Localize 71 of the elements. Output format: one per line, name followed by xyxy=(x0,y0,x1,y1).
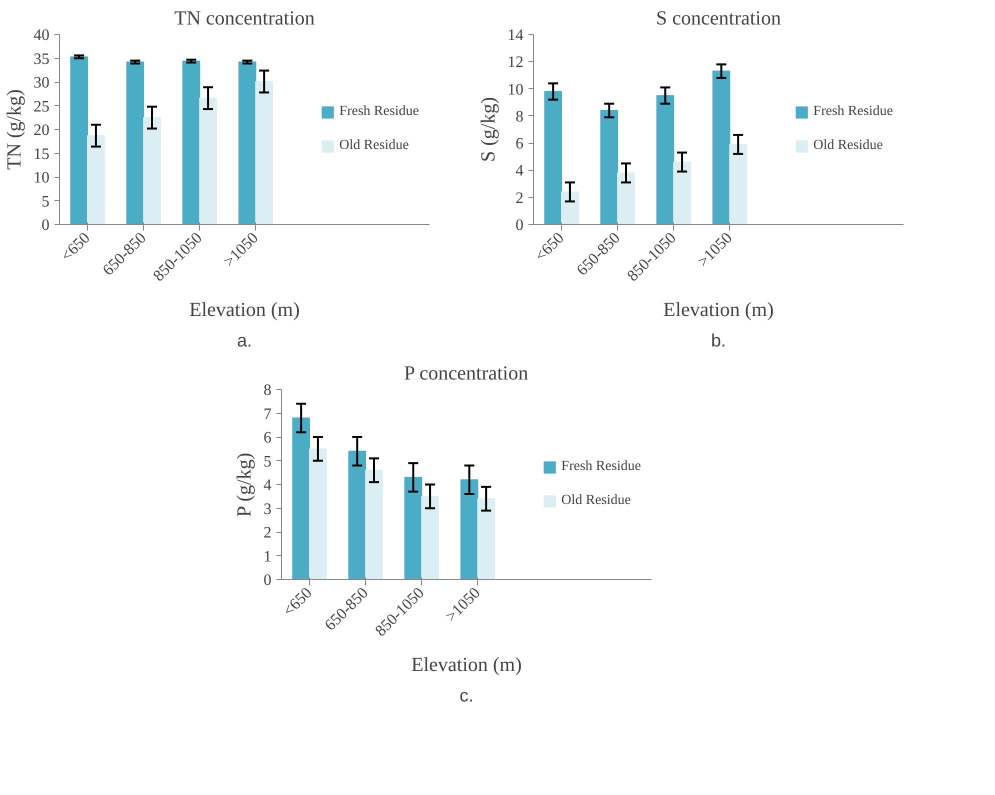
y-axis-title: TN (g/kg) xyxy=(4,89,26,170)
chart-title: TN concentration xyxy=(174,8,315,30)
legend-label: Fresh Residue xyxy=(813,104,893,120)
chart-title: S concentration xyxy=(656,8,781,30)
legend-label: Old Residue xyxy=(561,493,631,509)
y-tick-label: 4 xyxy=(516,162,524,180)
y-tick-label: 20 xyxy=(34,122,50,139)
bar xyxy=(600,110,618,224)
x-tick-label: <650 xyxy=(280,584,316,620)
y-axis-title: P (g/kg) xyxy=(234,452,256,517)
y-tick-label: 0 xyxy=(42,217,50,234)
y-tick-label: 7 xyxy=(264,406,272,423)
bar xyxy=(544,91,562,224)
y-tick-label: 1 xyxy=(264,548,272,566)
y-tick-label: 40 xyxy=(34,27,50,44)
chart-title: P concentration xyxy=(404,362,528,384)
legend-label: Fresh Residue xyxy=(561,459,641,475)
text: c. xyxy=(460,686,474,706)
y-tick-label: 14 xyxy=(508,27,524,44)
bar xyxy=(292,418,310,580)
legend-label: Fresh Residue xyxy=(339,104,419,120)
y-axis-title: S (g/kg) xyxy=(478,97,500,162)
legend-label: Old Residue xyxy=(813,138,883,154)
y-tick-label: 10 xyxy=(508,81,524,98)
y-tick-label: 3 xyxy=(264,500,272,518)
y-tick-label: 8 xyxy=(264,382,272,399)
y-tick-label: 10 xyxy=(34,170,50,186)
y-tick-label: 12 xyxy=(508,54,524,72)
bar xyxy=(143,117,161,224)
y-tick-label: 6 xyxy=(264,430,272,446)
bar xyxy=(729,144,748,224)
y-tick-label: 15 xyxy=(34,146,50,163)
bar xyxy=(87,135,105,224)
bar xyxy=(348,450,366,580)
y-tick-label: 6 xyxy=(516,136,524,153)
bar xyxy=(404,476,422,580)
bar xyxy=(255,81,274,224)
y-tick-label: 2 xyxy=(264,524,272,542)
bar xyxy=(460,479,478,580)
y-tick-label: 2 xyxy=(516,190,524,207)
legend-label: Old Residue xyxy=(339,138,409,154)
bar xyxy=(617,172,635,224)
text: a. xyxy=(236,330,252,350)
bar xyxy=(182,60,200,224)
bar xyxy=(70,56,88,224)
bar xyxy=(561,191,579,224)
bar xyxy=(365,470,383,580)
y-tick-label: 5 xyxy=(264,453,272,470)
y-tick-label: 0 xyxy=(264,572,272,589)
x-axis-title: Elevation (m) xyxy=(663,298,774,321)
bar xyxy=(309,448,327,580)
bar xyxy=(199,98,217,224)
bar xyxy=(673,162,691,224)
bar xyxy=(712,70,730,224)
text: b. xyxy=(710,330,726,350)
x-axis-title: Elevation (m) xyxy=(189,298,300,321)
bar xyxy=(126,62,144,224)
bar xyxy=(421,496,439,580)
y-tick-label: 30 xyxy=(34,74,50,92)
y-tick-label: 4 xyxy=(264,477,272,494)
bar xyxy=(477,498,496,580)
x-axis-title: Elevation (m) xyxy=(411,654,522,676)
y-tick-label: 0 xyxy=(516,217,524,234)
y-tick-label: 5 xyxy=(42,193,50,210)
bar xyxy=(238,62,256,224)
y-tick-label: 25 xyxy=(34,98,50,116)
bar xyxy=(656,95,674,224)
x-tick-label: <650 xyxy=(58,229,94,265)
y-tick-label: 8 xyxy=(516,108,524,126)
x-tick-label: <650 xyxy=(532,229,568,265)
y-tick-label: 35 xyxy=(34,50,50,68)
